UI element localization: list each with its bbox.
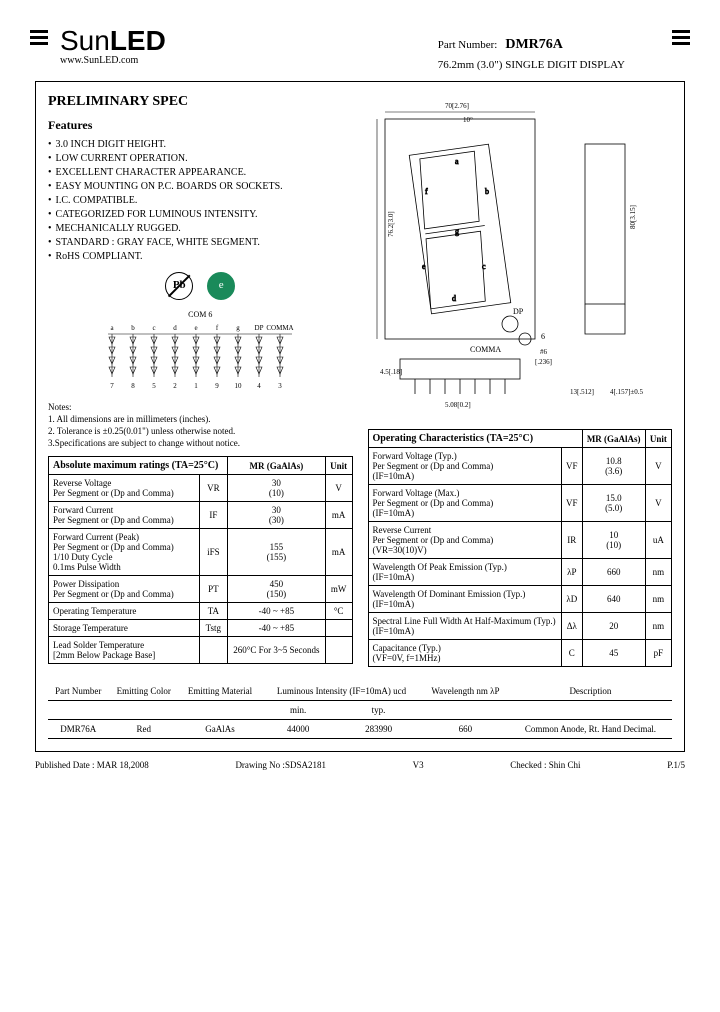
operating-char-table: Operating Characteristics (TA=25°C)MR (G… xyxy=(368,429,673,667)
mechanical-diagram: a f b g e c d DP COMMA 6 70[2.76] 10° 11… xyxy=(368,94,673,419)
svg-text:c: c xyxy=(482,262,486,271)
svg-text:g: g xyxy=(455,227,459,236)
header: SunLED www.SunLED.com Part Number:DMR76A… xyxy=(35,25,685,71)
feature-item: MECHANICALLY RUGGED. xyxy=(48,223,353,234)
svg-text:10°: 10° xyxy=(463,116,473,124)
feature-item: EXCELLENT CHARACTER APPEARANCE. xyxy=(48,167,353,178)
svg-text:g: g xyxy=(237,324,241,332)
svg-text:e: e xyxy=(422,262,426,271)
feature-item: STANDARD : GRAY FACE, WHITE SEGMENT. xyxy=(48,237,353,248)
svg-text:4.5[.18]: 4.5[.18] xyxy=(380,368,402,376)
svg-text:70[2.76]: 70[2.76] xyxy=(445,102,469,110)
feature-item: 3.0 INCH DIGIT HEIGHT. xyxy=(48,139,353,150)
svg-text:f: f xyxy=(216,324,219,332)
feature-item: CATEGORIZED FOR LUMINOUS INTENSITY. xyxy=(48,209,353,220)
right-stripes xyxy=(672,30,690,48)
rohs-icon: e xyxy=(207,272,235,300)
features-list: 3.0 INCH DIGIT HEIGHT. LOW CURRENT OPERAT… xyxy=(48,139,353,262)
notes: Notes: 1. All dimensions are in millimet… xyxy=(48,402,353,448)
pb-free-icon: Pb xyxy=(165,272,193,300)
svg-text:13[.512]: 13[.512] xyxy=(570,388,594,396)
svg-text:5.08[0.2]: 5.08[0.2] xyxy=(445,401,471,409)
prelim-heading: PRELIMINARY SPEC xyxy=(48,94,353,110)
feature-item: I.C. COMPATIBLE. xyxy=(48,195,353,206)
svg-text:4[.157]±0.5: 4[.157]±0.5 xyxy=(610,388,644,396)
pin-svg: a b c d e f g DPCOMMA 7 8 5 2 1 9 10 4 3 xyxy=(100,322,300,392)
feature-item: RoHS COMPLIANT. xyxy=(48,251,353,262)
svg-text:a: a xyxy=(455,157,459,166)
abs-ratings-table: Absolute maximum ratings (TA=25°C)MR (Ga… xyxy=(48,456,353,664)
svg-text:c: c xyxy=(153,324,156,332)
svg-text:5: 5 xyxy=(153,382,157,390)
svg-text:d: d xyxy=(174,324,178,332)
main-content: PRELIMINARY SPEC Features 3.0 INCH DIGIT… xyxy=(35,81,685,752)
svg-text:a: a xyxy=(111,324,115,332)
svg-text:#6: #6 xyxy=(540,348,548,356)
svg-text:9: 9 xyxy=(216,382,220,390)
svg-text:7: 7 xyxy=(111,382,115,390)
svg-text:COMMA: COMMA xyxy=(267,324,294,332)
svg-text:d: d xyxy=(452,294,456,303)
svg-text:20[0.787]: 20[0.787] xyxy=(395,413,422,414)
pin-diagram: COM 6 abcdefgDPCOMMA7852191043 xyxy=(48,310,353,392)
part-summary-table: Part NumberEmitting ColorEmitting Materi… xyxy=(48,682,672,739)
left-stripes xyxy=(30,30,48,48)
svg-text:[.236]: [.236] xyxy=(535,358,552,366)
svg-text:10: 10 xyxy=(235,382,243,390)
svg-text:b: b xyxy=(132,324,136,332)
logo: SunLED xyxy=(60,25,166,57)
svg-text:DP: DP xyxy=(513,307,524,316)
svg-text:f: f xyxy=(425,187,428,196)
svg-text:1: 1 xyxy=(195,382,199,390)
footer: Published Date : MAR 18,2008 Drawing No … xyxy=(35,760,685,770)
svg-text:4: 4 xyxy=(258,382,262,390)
svg-text:b: b xyxy=(485,187,489,196)
svg-text:80[3.15]: 80[3.15] xyxy=(629,205,637,229)
compliance-icons: Pb e xyxy=(48,272,353,300)
svg-text:6: 6 xyxy=(541,332,545,341)
svg-text:DP: DP xyxy=(255,324,264,332)
svg-text:e: e xyxy=(195,324,198,332)
svg-text:20[0.787]: 20[0.787] xyxy=(468,413,495,414)
svg-text:76.2[3.0]: 76.2[3.0] xyxy=(387,211,395,237)
features-heading: Features xyxy=(48,118,353,133)
part-number: Part Number:DMR76A 76.2mm (3.0") SINGLE … xyxy=(438,35,625,71)
svg-text:3: 3 xyxy=(279,382,283,390)
feature-item: EASY MOUNTING ON P.C. BOARDS OR SOCKETS. xyxy=(48,181,353,192)
svg-text:COMMA: COMMA xyxy=(470,345,501,354)
svg-text:2: 2 xyxy=(174,382,178,390)
svg-text:8: 8 xyxy=(132,382,136,390)
feature-item: LOW CURRENT OPERATION. xyxy=(48,153,353,164)
